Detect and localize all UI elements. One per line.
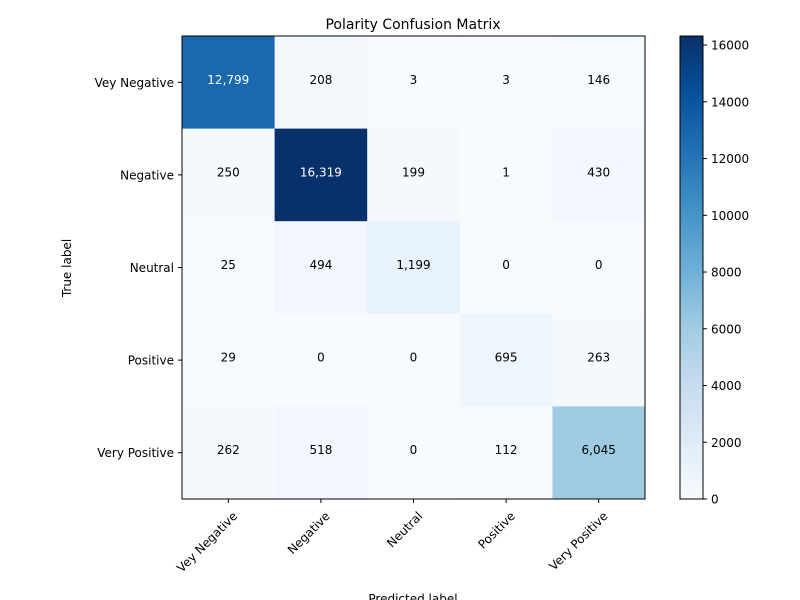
heatmap-cell bbox=[552, 221, 646, 315]
x-tick-label: Neutral bbox=[384, 509, 425, 550]
heatmap-cell bbox=[552, 313, 646, 407]
x-axis-label: Predicted label bbox=[368, 592, 457, 600]
heatmap-cell bbox=[182, 128, 276, 222]
colorbar-tick-label: 12000 bbox=[711, 152, 749, 166]
cell-value-label: 29 bbox=[221, 351, 236, 365]
y-tick-label: Neutral bbox=[130, 261, 174, 275]
colorbar-gradient bbox=[679, 35, 704, 500]
cell-value-label: 1 bbox=[502, 165, 510, 179]
colorbar-tick-label: 6000 bbox=[711, 322, 742, 336]
cell-value-label: 12,799 bbox=[207, 73, 249, 87]
x-axis: Vey Negative Negative Neutral Positive Very … bbox=[174, 499, 611, 575]
heatmap-cell bbox=[367, 313, 461, 407]
cell-value-label: 3 bbox=[410, 73, 418, 87]
cell-value-label: 0 bbox=[410, 351, 418, 365]
cell-value-label: 0 bbox=[595, 258, 603, 272]
cell-value-label: 6,045 bbox=[582, 443, 616, 457]
x-tick-label: Very Positive bbox=[546, 509, 610, 573]
cell-value-label: 25 bbox=[221, 258, 236, 272]
chart-title: Polarity Confusion Matrix bbox=[325, 17, 500, 33]
colorbar-tick-label: 0 bbox=[711, 493, 719, 507]
x-tick-label: Vey Negative bbox=[174, 509, 240, 575]
colorbar: 0 2000 4000 6000 8000 10000 12000 14000 16000 bbox=[679, 35, 749, 507]
heatmap-cell bbox=[459, 313, 553, 407]
heatmap-cells bbox=[182, 36, 646, 500]
heatmap-cell bbox=[459, 128, 553, 222]
heatmap-cell bbox=[367, 221, 461, 315]
heatmap-cell bbox=[274, 36, 368, 130]
cell-value-label: 494 bbox=[309, 258, 332, 272]
colorbar-tick-label: 16000 bbox=[711, 39, 749, 53]
x-tick-label: Positive bbox=[475, 509, 518, 552]
cell-value-label: 199 bbox=[402, 165, 425, 179]
heatmap-cell bbox=[274, 406, 368, 500]
heatmap-cell bbox=[459, 36, 553, 130]
cell-value-label: 208 bbox=[309, 73, 332, 87]
colorbar-tick-label: 14000 bbox=[711, 95, 749, 109]
y-tick-label: Positive bbox=[128, 354, 174, 368]
cell-value-label: 16,319 bbox=[300, 165, 342, 179]
cell-value-label: 1,199 bbox=[396, 258, 430, 272]
cell-value-label: 430 bbox=[587, 165, 610, 179]
heatmap-cell bbox=[552, 128, 646, 222]
heatmap-cell bbox=[459, 221, 553, 315]
heatmap-cell bbox=[182, 406, 276, 500]
x-tick-label: Negative bbox=[285, 509, 333, 557]
y-tick-label: Negative bbox=[120, 168, 174, 182]
heatmap-cell bbox=[274, 313, 368, 407]
cell-value-label: 146 bbox=[587, 73, 610, 87]
heatmap-cell bbox=[459, 406, 553, 500]
colorbar-tick-label: 8000 bbox=[711, 266, 742, 280]
y-axis-label: True label bbox=[60, 239, 74, 298]
heatmap-cell bbox=[367, 36, 461, 130]
y-axis: Vey Negative Negative Neutral Positive Very … bbox=[95, 76, 182, 460]
heatmap-cell bbox=[274, 221, 368, 315]
colorbar-tick-label: 4000 bbox=[711, 379, 742, 393]
cell-value-label: 263 bbox=[587, 351, 610, 365]
colorbar-tick-label: 2000 bbox=[711, 436, 742, 450]
heatmap-cell bbox=[552, 36, 646, 130]
cell-value-label: 0 bbox=[502, 258, 510, 272]
cell-value-label: 3 bbox=[502, 73, 510, 87]
colorbar-tick-label: 10000 bbox=[711, 209, 749, 223]
y-tick-label: Very Positive bbox=[97, 446, 174, 460]
cell-value-label: 518 bbox=[309, 443, 332, 457]
cell-value-label: 112 bbox=[495, 443, 518, 457]
heatmap-cell bbox=[274, 128, 368, 222]
cell-value-label: 695 bbox=[495, 351, 518, 365]
heatmap-cell bbox=[182, 221, 276, 315]
cell-value-label: 262 bbox=[217, 443, 240, 457]
y-tick-label: Vey Negative bbox=[95, 76, 174, 90]
cell-value-label: 0 bbox=[410, 443, 418, 457]
heatmap-cell bbox=[367, 128, 461, 222]
heatmap-cell bbox=[182, 36, 276, 130]
heatmap-cell-labels: 12,799 208 3 3 146 250 16,319 199 1 430 25 494 1,199… bbox=[207, 73, 616, 457]
heatmap-cell bbox=[552, 406, 646, 500]
cell-value-label: 0 bbox=[317, 351, 325, 365]
heatmap-cell bbox=[367, 406, 461, 500]
heatmap-cell bbox=[182, 313, 276, 407]
cell-value-label: 250 bbox=[217, 165, 240, 179]
